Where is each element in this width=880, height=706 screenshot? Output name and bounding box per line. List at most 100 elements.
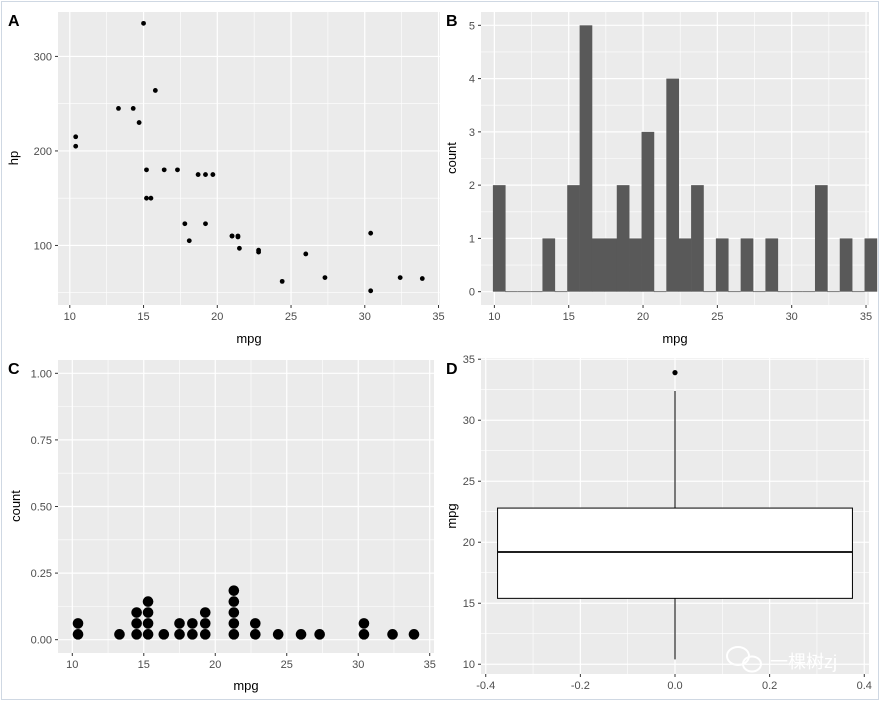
x-tick-label: 30 xyxy=(352,659,364,671)
dot xyxy=(228,607,240,618)
y-tick-label: 2 xyxy=(469,180,475,192)
histogram-bar xyxy=(616,185,630,292)
histogram-bar xyxy=(641,131,655,292)
histogram-bar xyxy=(567,185,580,292)
scatter-point xyxy=(116,106,121,111)
scatter-point xyxy=(144,195,149,201)
scatter-point xyxy=(229,233,235,239)
x-tick-label: 35 xyxy=(424,659,436,671)
scatter-point xyxy=(235,234,241,240)
dot xyxy=(228,629,240,640)
y-tick-label: 0 xyxy=(469,287,475,299)
y-tick-label: 20 xyxy=(463,537,475,549)
y-axis-title: mpg xyxy=(444,503,459,528)
dot xyxy=(187,629,198,640)
x-tick-label: 10 xyxy=(64,311,76,323)
y-tick-label: 0.25 xyxy=(31,568,52,580)
x-tick-label: 20 xyxy=(209,659,221,671)
panel-tag: C xyxy=(8,361,20,378)
scatter-point xyxy=(419,276,425,281)
watermark-text: 一棵树zj xyxy=(770,652,837,672)
scatter-point xyxy=(73,143,79,149)
dot xyxy=(228,585,240,596)
dot xyxy=(199,607,211,618)
scatter-point xyxy=(368,288,374,294)
y-tick-label: 3 xyxy=(469,127,475,139)
dot xyxy=(131,629,142,640)
scatter-point xyxy=(303,251,309,257)
scatter-point xyxy=(141,20,146,26)
y-tick-label: 0.75 xyxy=(31,435,52,447)
x-tick-label: 30 xyxy=(359,311,371,323)
dot xyxy=(358,629,370,640)
panel-tag: D xyxy=(446,361,458,378)
histogram-bar xyxy=(864,238,878,292)
panel-D: -0.4 -0.2 0.0 0.2 0.4 10 15 20 25 30 35 mpg D xyxy=(444,354,872,692)
scatter-point xyxy=(279,278,285,284)
x-tick-label: 25 xyxy=(281,659,293,671)
dot xyxy=(174,618,185,629)
scatter-point xyxy=(148,195,154,201)
x-tick-label: 20 xyxy=(211,311,223,323)
panel-C: 10 15 20 25 30 35 0.00 0.25 0.50 0.75 1.00 mpg count… xyxy=(8,360,436,693)
scatter-point xyxy=(136,120,142,125)
panel-B: 10 15 20 25 30 35 0 1 2 3 4 5 mpg count B xyxy=(444,12,878,346)
x-tick-label: 30 xyxy=(786,311,798,323)
dot xyxy=(249,618,261,629)
dot xyxy=(387,629,398,640)
dot xyxy=(272,629,284,640)
dot xyxy=(249,629,261,640)
histogram-bar xyxy=(839,238,853,292)
x-tick-label: 35 xyxy=(432,311,444,323)
histogram-bar xyxy=(765,238,779,292)
scatter-point xyxy=(186,238,192,244)
box xyxy=(497,507,853,599)
dot xyxy=(142,629,154,640)
scatter-point xyxy=(322,275,328,280)
y-tick-label: 25 xyxy=(463,476,475,488)
scatter-point xyxy=(152,88,158,93)
x-tick-label: 15 xyxy=(563,311,575,323)
y-tick-label: 35 xyxy=(463,354,475,366)
scatter-point xyxy=(256,247,261,253)
histogram-bar xyxy=(678,238,692,292)
y-tick-label: 10 xyxy=(463,659,475,671)
y-tick-label: 200 xyxy=(34,146,52,158)
x-tick-label: 15 xyxy=(138,659,150,671)
dot xyxy=(131,618,142,629)
y-tick-label: 15 xyxy=(463,598,475,610)
x-tick-label: -0.4 xyxy=(476,680,495,692)
histogram-bar xyxy=(740,238,754,292)
dot xyxy=(295,629,307,640)
dot xyxy=(72,618,84,629)
dot xyxy=(408,629,420,640)
panel-A: 10 15 20 25 30 35 100 200 300 mpg hp A xyxy=(6,12,445,346)
x-axis-title: mpg xyxy=(236,331,261,346)
scatter-point xyxy=(203,221,208,227)
scatter-point xyxy=(237,245,242,251)
x-tick-label: 10 xyxy=(66,659,78,671)
panel-tag: B xyxy=(446,13,458,30)
dot xyxy=(228,618,240,629)
scatter-point xyxy=(144,167,149,173)
scatter-point xyxy=(368,230,374,236)
dot xyxy=(199,629,211,640)
x-tick-label: 15 xyxy=(137,311,149,323)
histogram-bar xyxy=(666,78,680,292)
outlier-point xyxy=(672,370,678,376)
dot xyxy=(158,629,170,640)
histogram-bar xyxy=(579,25,593,292)
dot xyxy=(142,607,154,618)
x-tick-label: 25 xyxy=(285,311,297,323)
x-tick-label: 35 xyxy=(860,311,872,323)
scatter-point xyxy=(130,106,136,111)
x-tick-label: 0.0 xyxy=(667,680,682,692)
dot xyxy=(199,618,211,629)
y-tick-label: 0.50 xyxy=(31,502,52,514)
x-tick-label: 0.2 xyxy=(762,680,777,692)
scatter-point xyxy=(182,221,188,227)
dot xyxy=(314,629,325,640)
scatter-point xyxy=(161,167,167,173)
